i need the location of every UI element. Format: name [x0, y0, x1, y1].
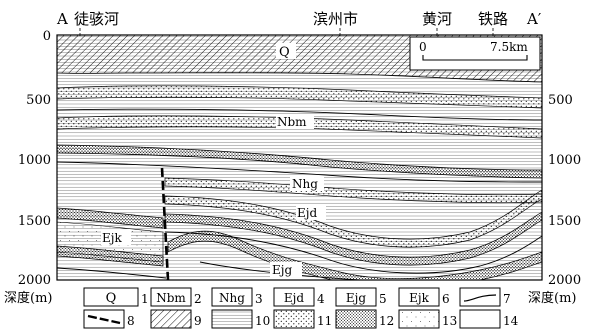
blank-swatch: [459, 309, 501, 329]
depth-ticks-right: 500 1000 1500 2000: [548, 93, 581, 288]
scale-start: 0: [419, 40, 427, 54]
sandstone-swatch: [273, 309, 315, 329]
legend-num: 8: [127, 314, 135, 328]
depth-label-left: 深度(m): [4, 290, 52, 306]
nbm-sand-band: [57, 85, 542, 109]
legend-num: 11: [317, 314, 332, 328]
nbm-nhg-boundary: [57, 144, 542, 179]
legend-num: 14: [503, 314, 519, 328]
depth-tick: 1000: [18, 153, 51, 168]
fault-symbol: [87, 314, 121, 325]
mudstone-swatch: [211, 309, 253, 329]
fault-line: [160, 167, 170, 280]
hatch-swatch: [150, 309, 192, 329]
boundary-line-symbol: [463, 294, 497, 302]
legend-symbol-ejk: Ejk: [409, 291, 429, 305]
section-frame: [56, 34, 543, 281]
west-dense-band: [57, 207, 164, 229]
endpoint-right: A′: [526, 10, 542, 28]
depth-tick: 1000: [548, 153, 581, 168]
stratum-label-nhg: Nhg: [292, 177, 318, 191]
depth-tick: 500: [26, 93, 51, 108]
place-yellow-river: 黄河: [422, 10, 452, 28]
depth-tick: 500: [548, 93, 573, 108]
depth-tick: 1500: [548, 214, 581, 229]
depth-tick: 2000: [18, 273, 51, 288]
endpoint-left: A: [56, 10, 68, 28]
ejd-band: [164, 189, 542, 248]
stratum-label-nbm: Nbm: [277, 115, 307, 129]
ejd-dense-band: [164, 211, 542, 266]
depth-tick: 0: [43, 29, 51, 44]
sparse-sand-swatch: [398, 309, 440, 329]
legend-num: 3: [255, 292, 263, 306]
legend-num: 1: [141, 292, 149, 306]
legend-symbol-nhg: Nhg: [219, 291, 245, 305]
depth-label-right: 深度(m): [528, 290, 576, 306]
depth-tick: 2000: [548, 273, 581, 288]
strata-labels: Q Nbm Nhg Ejd Ejk Ejg: [101, 43, 326, 277]
legend-num: 12: [379, 314, 394, 328]
legend-num: 5: [379, 292, 387, 306]
legend-num: 7: [503, 292, 511, 306]
west-dense-band: [57, 245, 164, 267]
legend-symbol-q: Q: [106, 291, 117, 306]
stratum-label-ejk: Ejk: [102, 231, 122, 245]
legend-num: 9: [194, 314, 202, 328]
stratum-label-q: Q: [279, 45, 290, 60]
scale-end: 7.5km: [490, 40, 528, 54]
stratum-label-ejg: Ejg: [272, 263, 292, 277]
legend-num: 4: [317, 292, 325, 306]
legend-num: 2: [194, 292, 202, 306]
dense-sand-swatch: [335, 309, 377, 329]
legend-num: 13: [442, 314, 457, 328]
legend: 深度(m) 深度(m) Q 1 Nbm 2 Nhg 3 Ejd 4 Ejg 5 …: [4, 287, 576, 329]
depth-ticks-left: 0 500 1000 1500 2000: [18, 29, 51, 288]
legend-symbol-ejg: Ejg: [346, 291, 366, 305]
stratum-label-ejd: Ejd: [297, 206, 317, 220]
place-railway: 铁路: [478, 10, 508, 28]
scale-bar: 0 7.5km: [409, 36, 541, 71]
legend-symbol-ejd: Ejd: [284, 291, 304, 305]
legend-num: 10: [255, 314, 270, 328]
section-body: [57, 35, 542, 280]
place-tuhai-river: 徒骇河: [74, 10, 119, 28]
place-binzhou-city: 滨州市: [313, 10, 358, 28]
depth-tick: 1500: [18, 214, 51, 229]
legend-symbol-nbm: Nbm: [156, 291, 186, 305]
legend-num: 6: [442, 292, 450, 306]
